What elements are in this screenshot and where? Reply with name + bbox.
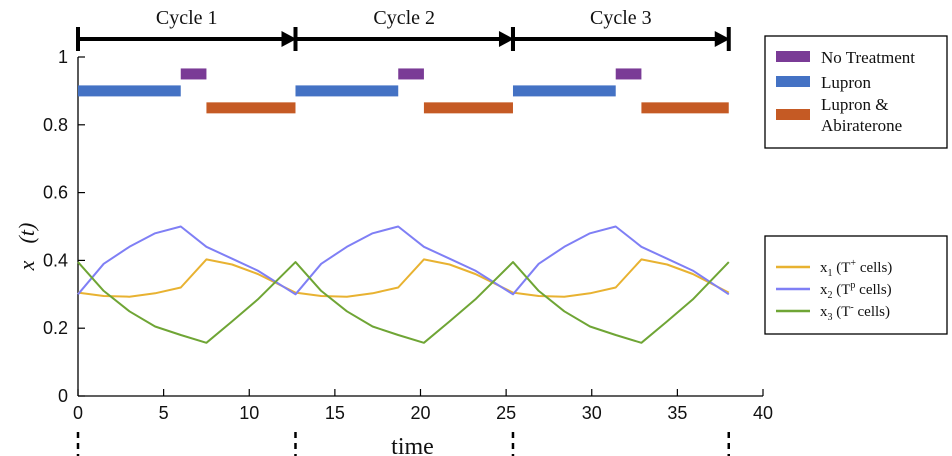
treatment-legend-swatch <box>776 109 810 120</box>
treatment-bar <box>78 85 181 97</box>
y-tick-label: 0 <box>58 386 68 406</box>
series-line <box>77 261 730 344</box>
treatment-bar <box>615 68 642 80</box>
x-tick-label: 5 <box>159 403 169 423</box>
cycle-arrow-head <box>714 31 730 47</box>
cycle-arrow-head <box>498 31 514 47</box>
treatment-bars <box>78 68 729 114</box>
treatment-bar <box>295 85 399 97</box>
series-legend-label: x2 (Tp cells) <box>820 280 892 301</box>
legends: No Treatment Lupron Lupron & Abiraterone x1 … <box>764 35 948 335</box>
x-tick-label: 20 <box>410 403 430 423</box>
treatment-legend-swatch <box>776 51 810 62</box>
x-tick-label: 15 <box>325 403 345 423</box>
x-tick-label: 35 <box>667 403 687 423</box>
treatment-legend-label: Lupron & Abiraterone <box>821 95 902 135</box>
cycle-label: Cycle 1 <box>156 7 218 29</box>
cycle-arrows: Cycle 1 Cycle 2 Cycle 3 <box>76 7 731 51</box>
treatment-bar <box>423 102 513 114</box>
series-line <box>77 225 730 296</box>
y-tick-label: 0.2 <box>43 318 68 338</box>
treatment-bar <box>180 68 207 80</box>
x-axis-label: time <box>391 434 434 456</box>
treatment-bar <box>512 85 616 97</box>
x-tick-label: 40 <box>753 403 773 423</box>
y-tick-label: 1 <box>58 47 68 67</box>
treatment-legend-label: Lupron <box>821 73 872 92</box>
series-legend-label: x3 (T- cells) <box>820 302 890 323</box>
y-tick-label: 0.6 <box>43 183 68 203</box>
treatment-bar <box>641 102 729 114</box>
x-tick-label: 10 <box>239 403 259 423</box>
series-lines <box>77 225 730 344</box>
y-tick-label: 0.8 <box>43 115 68 135</box>
x-tick-label: 25 <box>496 403 516 423</box>
cycle-label: Cycle 3 <box>590 7 652 29</box>
y-tick-label: 0.4 <box>43 250 68 270</box>
x-tick-label: 30 <box>582 403 602 423</box>
y-axis-label: x⃗(t) <box>14 223 39 272</box>
series-legend-label: x1 (T+ cells) <box>820 258 892 279</box>
cycle-arrow-head <box>281 31 297 47</box>
treatment-legend-label: No Treatment <box>821 48 915 67</box>
plot-axes: 0 5 10 15 20 25 30 35 40 0 0.2 0.4 0.6 0.8 1 time x⃗(t) <box>14 47 773 456</box>
treatment-legend-swatch <box>776 76 810 87</box>
cycle-label: Cycle 2 <box>373 7 435 29</box>
x-tick-label: 0 <box>73 403 83 423</box>
treatment-bar <box>206 102 296 114</box>
treatment-bar <box>398 68 424 80</box>
bottom-markers <box>76 432 730 456</box>
series-legend-box <box>764 235 948 335</box>
series-line <box>77 258 730 298</box>
